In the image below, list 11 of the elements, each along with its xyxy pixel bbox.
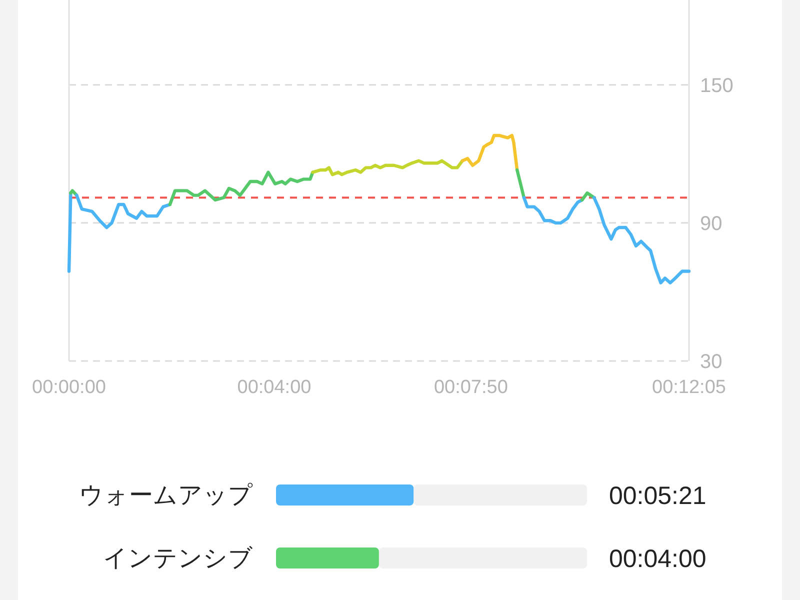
x-tick-label: 00:07:50 <box>434 377 508 398</box>
y-tick-label: 90 <box>700 212 722 235</box>
value-label: 00:05:21 <box>609 482 706 510</box>
value-label: 00:04:00 <box>609 545 706 573</box>
category-label: インテンシブ <box>103 545 253 572</box>
x-tick-label: 00:00:00 <box>32 377 106 398</box>
y-tick-label: 30 <box>700 351 722 373</box>
y-tick-label: 150 <box>700 74 734 97</box>
category-label: ウォームアップ <box>79 482 253 509</box>
x-tick-label: 00:12:05 <box>652 377 726 398</box>
x-tick-label: 00:04:00 <box>237 377 312 398</box>
